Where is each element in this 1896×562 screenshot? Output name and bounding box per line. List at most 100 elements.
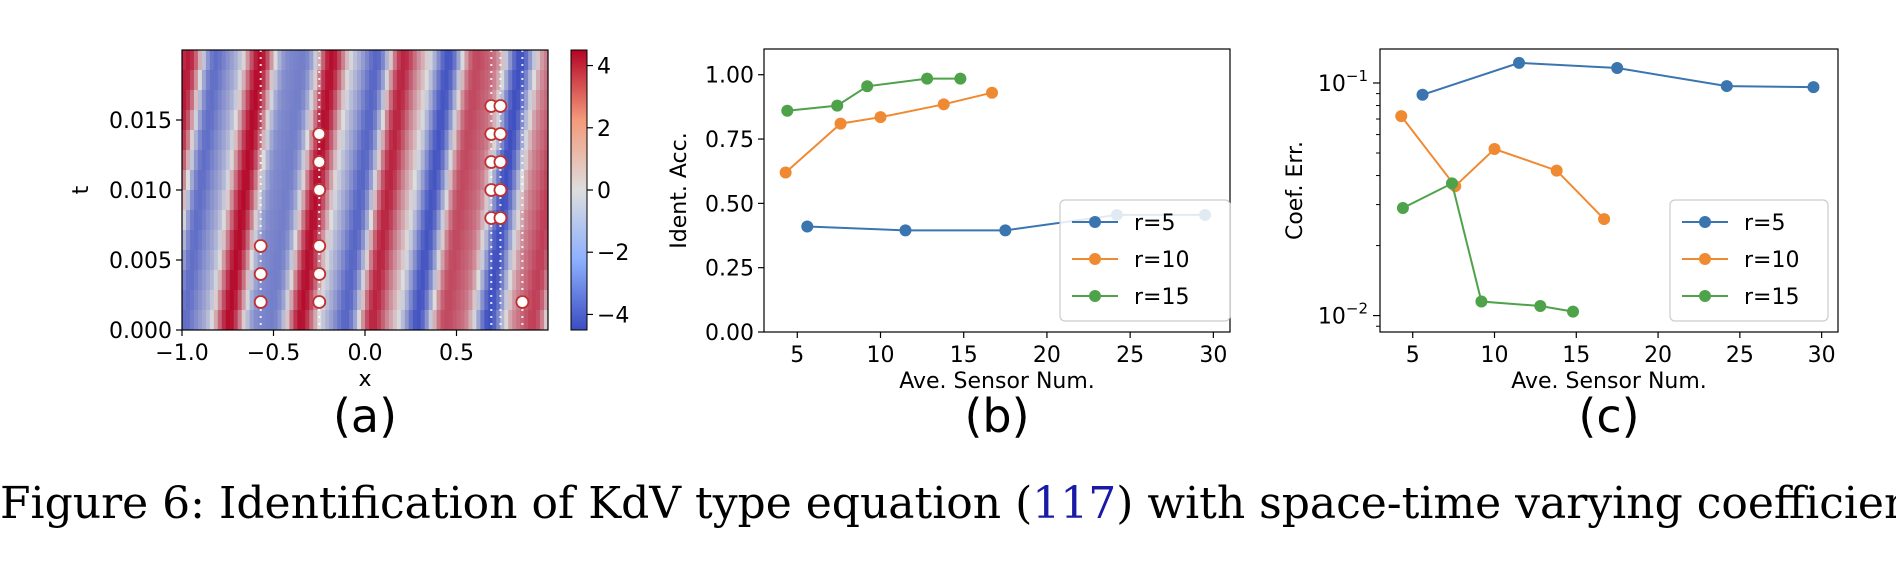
sensor-marker bbox=[493, 211, 508, 225]
heatmap-cell bbox=[460, 110, 466, 131]
heatmap-cell bbox=[261, 310, 267, 330]
heatmap-cell bbox=[388, 90, 394, 111]
heatmap-cell bbox=[532, 290, 537, 311]
heatmap-cell bbox=[233, 230, 239, 251]
heatmap-cell bbox=[341, 270, 346, 291]
heatmap-cell bbox=[508, 190, 513, 211]
heatmap-cell bbox=[432, 310, 438, 330]
heatmap-cell bbox=[365, 110, 370, 131]
heatmap-cell bbox=[400, 50, 406, 71]
equation-reference-link[interactable]: 117 bbox=[1032, 478, 1117, 529]
heatmap-cell bbox=[305, 190, 310, 211]
heatmap-cell bbox=[396, 210, 402, 231]
heatmap-cell bbox=[277, 50, 283, 71]
heatmap-cell bbox=[460, 90, 466, 111]
heatmap-cell bbox=[396, 110, 402, 131]
heatmap-cell bbox=[468, 70, 474, 91]
heatmap-cell bbox=[484, 290, 489, 311]
heatmap-cell bbox=[540, 150, 545, 171]
heatmap-cell bbox=[241, 230, 247, 251]
heatmap-cell bbox=[253, 310, 259, 330]
heatmap-cell bbox=[416, 230, 422, 251]
heatmap-cell bbox=[317, 50, 322, 71]
legend-label: r=5 bbox=[1744, 211, 1785, 236]
heatmap-cell bbox=[365, 150, 370, 171]
heatmap-cell bbox=[209, 290, 215, 311]
heatmap-cell bbox=[189, 310, 195, 330]
heatmap-cell bbox=[333, 130, 338, 151]
heatmap-cell bbox=[496, 50, 501, 71]
heatmap-cell bbox=[408, 130, 414, 151]
heatmap-cell bbox=[536, 90, 541, 111]
heatmap-cell bbox=[329, 310, 334, 330]
heatmap-cell bbox=[408, 190, 414, 211]
heatmap-cell bbox=[456, 270, 462, 291]
heatmap-cell bbox=[380, 310, 386, 330]
heatmap-cell bbox=[237, 230, 243, 251]
heatmap-cell bbox=[281, 70, 287, 91]
heatmap-cell bbox=[333, 310, 338, 330]
heatmap-cell bbox=[384, 130, 390, 151]
heatmap-cell bbox=[245, 210, 251, 231]
heatmap-cell bbox=[516, 310, 521, 330]
heatmap-cell bbox=[420, 50, 426, 71]
heatmap-cell bbox=[353, 170, 358, 191]
heatmap-cell bbox=[452, 150, 458, 171]
heatmap-cell bbox=[313, 130, 318, 151]
heatmap-cell bbox=[193, 150, 199, 171]
heatmap-cell bbox=[452, 270, 458, 291]
x-tick-label: −0.5 bbox=[247, 341, 300, 366]
heatmap-cell bbox=[353, 150, 358, 171]
heatmap-cell bbox=[205, 90, 211, 111]
heatmap-cell bbox=[201, 250, 207, 271]
heatmap-cell bbox=[372, 250, 378, 271]
heatmap-cell bbox=[277, 310, 283, 330]
heatmap-cell bbox=[392, 70, 398, 91]
heatmap-cell bbox=[217, 230, 223, 251]
heatmap-cell bbox=[289, 150, 294, 171]
heatmap-cell bbox=[384, 70, 390, 91]
heatmap-cell bbox=[197, 70, 203, 91]
heatmap-cell bbox=[476, 210, 481, 231]
heatmap-cell bbox=[516, 270, 521, 291]
heatmap-cell bbox=[536, 110, 541, 131]
heatmap-cell bbox=[261, 130, 267, 151]
heatmap-cell bbox=[480, 270, 485, 291]
heatmap-cell bbox=[182, 170, 187, 191]
heatmap-cell bbox=[512, 210, 517, 231]
heatmap-cell bbox=[376, 90, 382, 111]
heatmap-cell bbox=[233, 70, 239, 91]
heatmap-cell bbox=[305, 130, 310, 151]
legend-marker bbox=[1699, 216, 1711, 228]
heatmap-cell bbox=[245, 310, 251, 330]
heatmap-cell bbox=[440, 130, 446, 151]
heatmap-cell bbox=[456, 70, 462, 91]
heatmap-cell bbox=[349, 130, 354, 151]
heatmap-cell bbox=[452, 50, 458, 71]
heatmap-cell bbox=[500, 230, 505, 251]
heatmap-cell bbox=[249, 190, 255, 211]
heatmap-cell bbox=[265, 130, 271, 151]
heatmap-cell bbox=[353, 270, 358, 291]
heatmap-cell bbox=[209, 150, 215, 171]
heatmap-cell bbox=[408, 270, 414, 291]
heatmap-cell bbox=[301, 150, 306, 171]
heatmap-cell bbox=[408, 290, 414, 311]
heatmap-cell bbox=[269, 290, 275, 311]
heatmap-cell bbox=[289, 50, 294, 71]
heatmap-cell bbox=[185, 230, 191, 251]
heatmap-cell bbox=[412, 70, 418, 91]
heatmap-cell bbox=[261, 250, 267, 271]
heatmap-cell bbox=[273, 170, 279, 191]
heatmap-cell bbox=[221, 310, 227, 330]
heatmap-cell bbox=[209, 70, 215, 91]
heatmap-cell bbox=[388, 230, 394, 251]
heatmap-cell bbox=[285, 190, 291, 211]
heatmap-cell bbox=[349, 90, 354, 111]
sensor-marker bbox=[253, 295, 268, 309]
heatmap-cell bbox=[404, 250, 410, 271]
heatmap-cell bbox=[285, 210, 291, 231]
heatmap-cell bbox=[345, 290, 350, 311]
heatmap-cell bbox=[193, 50, 199, 71]
heatmap-cell bbox=[504, 50, 509, 71]
